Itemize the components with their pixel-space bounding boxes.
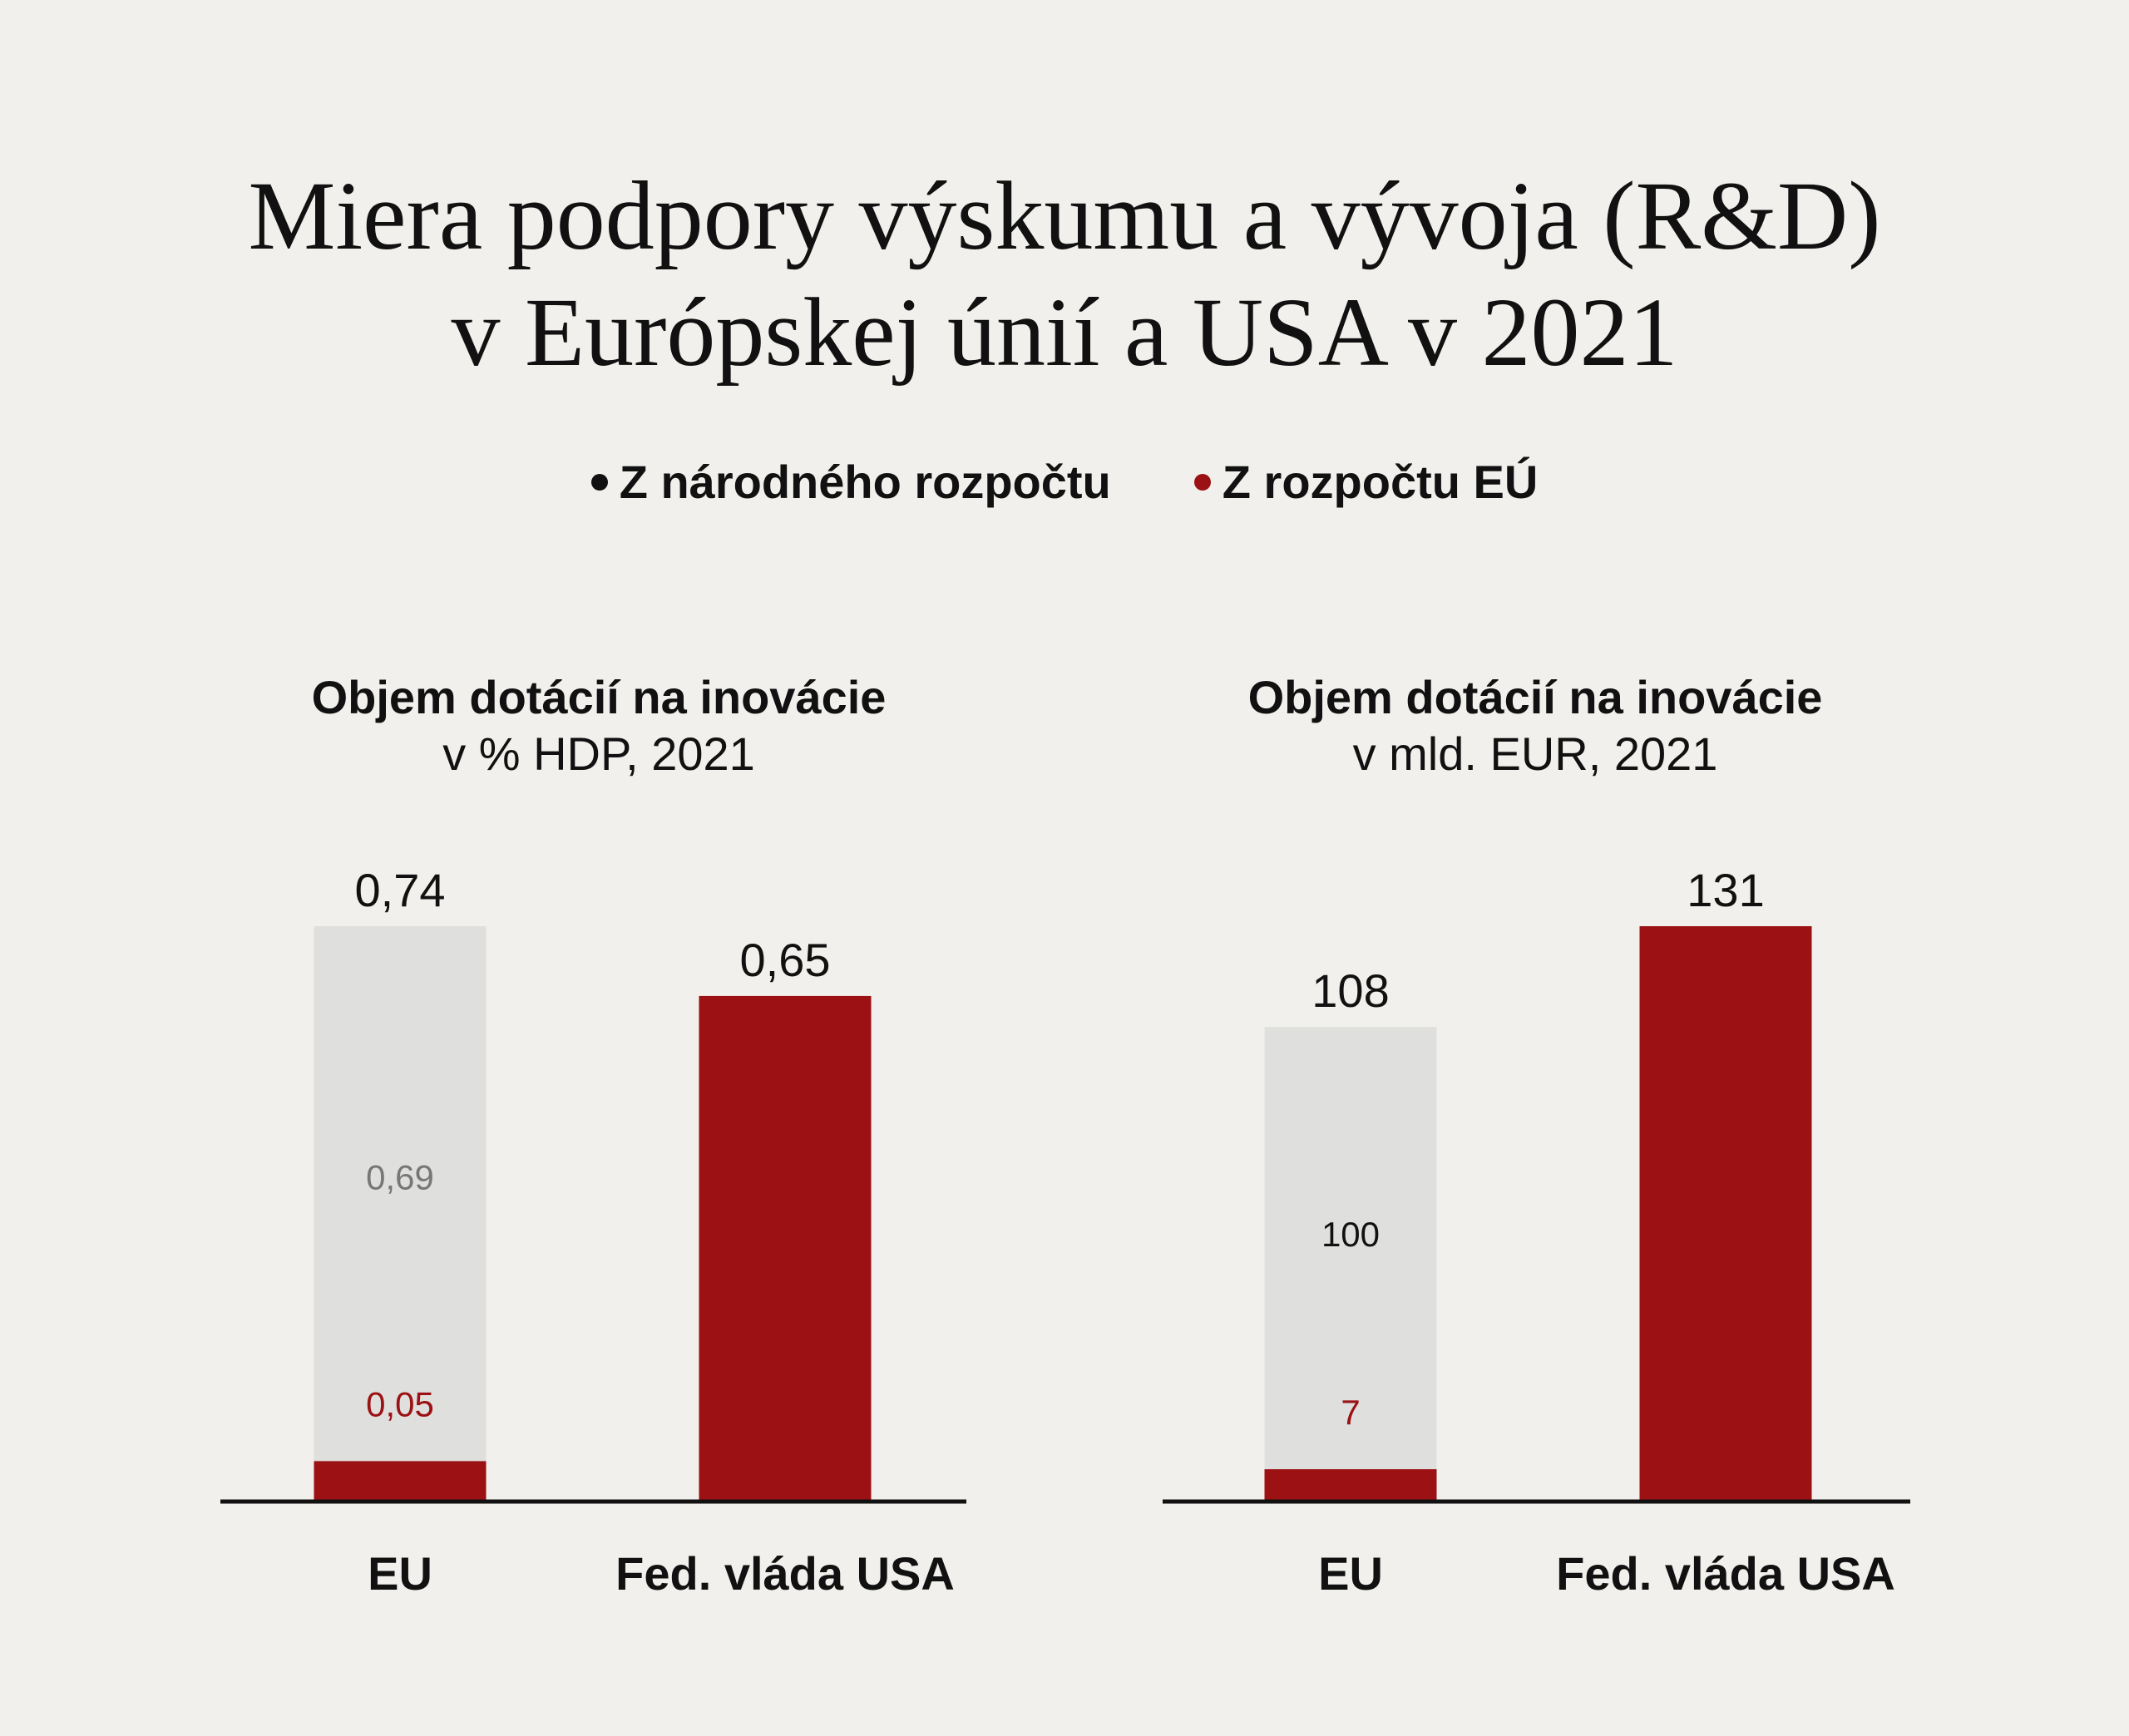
legend-label-national: Z národného rozpočtu — [619, 456, 1111, 508]
total-label: 0,74 — [355, 864, 446, 916]
category-label: Fed. vláda USA — [615, 1547, 955, 1600]
title-line-2: v Európskej únií a USA v 2021 — [451, 278, 1678, 387]
data-label-eu-budget: 7 — [1341, 1393, 1360, 1432]
category-label: EU — [1318, 1547, 1383, 1600]
legend-label-eu-budget: Z rozpočtu EÚ — [1222, 456, 1539, 508]
category-label: EU — [368, 1547, 432, 1600]
chart-title: Miera podpory výskumu a vývoja (R&D) v E… — [0, 158, 2129, 391]
bar-eu-budget-2 — [699, 995, 872, 1500]
data-label-national: 100 — [1321, 1215, 1380, 1254]
legend: Z národného rozpočtu Z rozpočtu EÚ — [0, 453, 2129, 511]
panel-title-main: Objem dotácií na inovácie — [1247, 671, 1823, 723]
bar-eu-budget-1 — [1264, 1469, 1437, 1500]
legend-dot-eu-budget — [1193, 474, 1211, 491]
panel-subtitle: v mld. EUR, 2021 — [1352, 727, 1718, 780]
bar-national-1 — [1264, 1027, 1437, 1470]
total-label: 108 — [1311, 964, 1389, 1017]
total-label: 131 — [1687, 864, 1764, 916]
panel-title-gdp: Objem dotácií na inovácie v % HDP, 2021 — [225, 669, 973, 782]
legend-item-national: Z národného rozpočtu — [590, 453, 1111, 511]
panel-subtitle: v % HDP, 2021 — [442, 727, 755, 780]
legend-item-eu-budget: Z rozpočtu EÚ — [1193, 453, 1539, 511]
title-line-1: Miera podpory výskumu a vývoja (R&D) — [248, 161, 1881, 270]
data-label-eu-budget: 0,05 — [366, 1384, 434, 1423]
bar-eu-budget-2 — [1639, 926, 1812, 1500]
panel-title-main: Objem dotácií na inovácie — [311, 671, 887, 723]
data-label-national: 0,69 — [366, 1157, 434, 1196]
legend-dot-national — [590, 474, 608, 491]
panel-title-eur: Objem dotácií na inovácie v mld. EUR, 20… — [1161, 669, 1909, 782]
bar-national-1 — [314, 926, 487, 1462]
total-label: 0,65 — [740, 934, 831, 986]
category-label: Fed. vláda USA — [1556, 1547, 1895, 1600]
bar-eu-budget-1 — [314, 1461, 487, 1500]
